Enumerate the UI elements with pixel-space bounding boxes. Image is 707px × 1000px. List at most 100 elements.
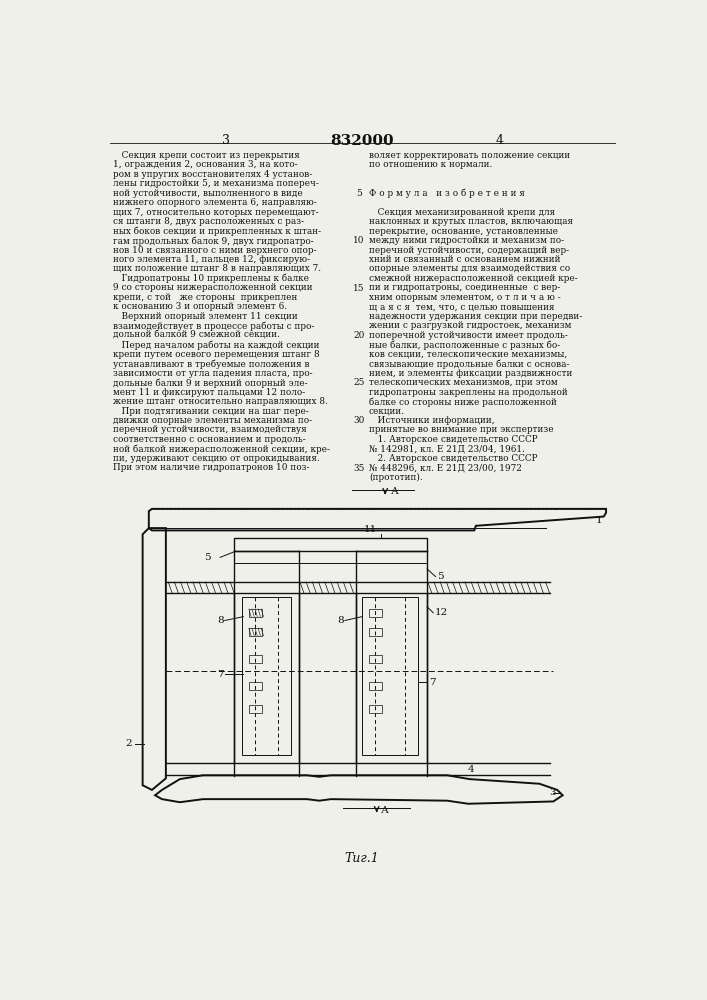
Text: 8: 8 (217, 616, 224, 625)
Text: лены гидростойки 5, и механизма попереч-: лены гидростойки 5, и механизма попереч- (113, 179, 319, 188)
Text: Ф о р м у л а   и з о б р е т е н и я: Ф о р м у л а и з о б р е т е н и я (369, 189, 525, 198)
Text: гидропатроны закреплены на продольной: гидропатроны закреплены на продольной (369, 388, 568, 397)
Text: 832000: 832000 (330, 134, 394, 148)
Text: 35: 35 (354, 464, 365, 473)
Text: 12: 12 (435, 608, 448, 617)
Text: к основанию 3 и опорный элемент 6.: к основанию 3 и опорный элемент 6. (113, 302, 287, 311)
Text: Гидропатроны 10 прикреплены к балке: Гидропатроны 10 прикреплены к балке (113, 274, 309, 283)
Bar (369, 655, 382, 663)
Text: пи, удерживают секцию от опрокидывания.: пи, удерживают секцию от опрокидывания. (113, 454, 320, 463)
Text: гам продольных балок 9, двух гидропатро-: гам продольных балок 9, двух гидропатро- (113, 236, 314, 246)
Text: телескопических механизмов, при этом: телескопических механизмов, при этом (369, 378, 558, 387)
Text: 1, ограждения 2, основания 3, на кото-: 1, ограждения 2, основания 3, на кото- (113, 160, 298, 169)
Text: перечной устойчивости, взаимодействуя: перечной устойчивости, взаимодействуя (113, 425, 307, 434)
Text: ной балкой нижерасположенной секции, кре-: ной балкой нижерасположенной секции, кре… (113, 444, 330, 454)
Text: 7: 7 (429, 678, 436, 687)
Bar (369, 705, 382, 713)
Text: ного элемента 11, пальцев 12, фиксирую-: ного элемента 11, пальцев 12, фиксирую- (113, 255, 310, 264)
Text: крепи, с той   же стороны  прикреплен: крепи, с той же стороны прикреплен (113, 293, 298, 302)
Text: 2: 2 (125, 739, 132, 748)
Text: надежности удержания секции при передви-: надежности удержания секции при передви- (369, 312, 582, 321)
Text: ков секции, телескопические механизмы,: ков секции, телескопические механизмы, (369, 350, 567, 359)
Text: дольные балки 9 и верхний опорный эле-: дольные балки 9 и верхний опорный эле- (113, 378, 308, 388)
Text: щих положение штанг 8 в направляющих 7.: щих положение штанг 8 в направляющих 7. (113, 264, 321, 273)
Text: мент 11 и фиксируют пальцами 12 поло-: мент 11 и фиксируют пальцами 12 поло- (113, 388, 305, 397)
Text: ром в упругих восстановителях 4 установ-: ром в упругих восстановителях 4 установ- (113, 170, 312, 179)
Text: нижнего опорного элемента 6, направляю-: нижнего опорного элемента 6, направляю- (113, 198, 317, 207)
Bar (369, 682, 382, 690)
Text: 8: 8 (337, 616, 344, 625)
Text: воляет корректировать положение секции: воляет корректировать положение секции (369, 151, 570, 160)
Bar (249, 682, 262, 690)
Text: ных боков секции и прикрепленных к штан-: ных боков секции и прикрепленных к штан- (113, 227, 321, 236)
Text: пи и гидропатроны, соединенные  с вер-: пи и гидропатроны, соединенные с вер- (369, 283, 560, 292)
Text: Верхний опорный элемент 11 секции: Верхний опорный элемент 11 секции (113, 312, 298, 321)
Text: перечной устойчивости, содержащий вер-: перечной устойчивости, содержащий вер- (369, 246, 569, 255)
Text: поперечной устойчивости имеет продоль-: поперечной устойчивости имеет продоль- (369, 331, 568, 340)
Text: устанавливают в требуемые положения в: устанавливают в требуемые положения в (113, 359, 310, 369)
Text: 20: 20 (354, 331, 365, 340)
Text: соответственно с основанием и продоль-: соответственно с основанием и продоль- (113, 435, 306, 444)
Text: секции.: секции. (369, 407, 405, 416)
Bar (234, 538, 427, 551)
Text: нием, и элементы фиксации раздвижности: нием, и элементы фиксации раздвижности (369, 369, 572, 378)
Text: № 142981, кл. Е 21Д 23/04, 1961.: № 142981, кл. Е 21Д 23/04, 1961. (369, 444, 525, 453)
Text: № 448296, кл. Е 21Д 23/00, 1972: № 448296, кл. Е 21Д 23/00, 1972 (369, 463, 522, 472)
Text: принятые во внимание при экспертизе: принятые во внимание при экспертизе (369, 425, 554, 434)
Text: ной устойчивости, выполненного в виде: ной устойчивости, выполненного в виде (113, 189, 303, 198)
Text: 5: 5 (437, 572, 444, 581)
Text: щ а я с я  тем, что, с целью повышения: щ а я с я тем, что, с целью повышения (369, 302, 554, 311)
Text: перекрытие, основание, установленные: перекрытие, основание, установленные (369, 227, 558, 236)
Text: 5: 5 (204, 553, 211, 562)
Text: 1: 1 (596, 516, 602, 525)
Text: Секция механизированной крепи для: Секция механизированной крепи для (369, 208, 555, 217)
Bar (369, 628, 382, 636)
Text: 3: 3 (549, 788, 556, 797)
Text: Перед началом работы на каждой секции: Перед началом работы на каждой секции (113, 340, 320, 350)
Text: 4: 4 (495, 134, 503, 147)
Text: Секция крепи состоит из перекрытия: Секция крепи состоит из перекрытия (113, 151, 300, 160)
Text: ные балки, расположенные с разных бо-: ные балки, расположенные с разных бо- (369, 340, 560, 350)
Bar (249, 705, 262, 713)
Text: движки опорные элементы механизма по-: движки опорные элементы механизма по- (113, 416, 312, 425)
Bar (249, 628, 262, 636)
Text: жении с разгрузкой гидростоек, механизм: жении с разгрузкой гидростоек, механизм (369, 321, 571, 330)
Text: ся штанги 8, двух расположенных с раз-: ся штанги 8, двух расположенных с раз- (113, 217, 304, 226)
Text: крепи путем осевого перемещения штанг 8: крепи путем осевого перемещения штанг 8 (113, 350, 320, 359)
Text: При подтягивании секции на шаг пере-: При подтягивании секции на шаг пере- (113, 407, 309, 416)
Text: опорные элементы для взаимодействия со: опорные элементы для взаимодействия со (369, 264, 570, 273)
Text: наклонных и крутых пластов, включающая: наклонных и крутых пластов, включающая (369, 217, 573, 226)
Text: 1. Авторское свидетельство СССР: 1. Авторское свидетельство СССР (369, 435, 537, 444)
Text: 25: 25 (354, 378, 365, 387)
Text: 3: 3 (221, 134, 230, 147)
Text: дольной балкой 9 смежной секции.: дольной балкой 9 смежной секции. (113, 331, 280, 340)
Bar (362, 597, 418, 755)
Text: жение штанг относительно направляющих 8.: жение штанг относительно направляющих 8. (113, 397, 328, 406)
Text: Τиг.1: Τиг.1 (344, 852, 380, 864)
Text: А: А (381, 806, 389, 815)
Bar (242, 597, 291, 755)
Text: смежной нижерасположенной секцией кре-: смежной нижерасположенной секцией кре- (369, 274, 578, 283)
Text: 2. Авторское свидетельство СССР: 2. Авторское свидетельство СССР (369, 454, 537, 463)
Text: нов 10 и связанного с ними верхнего опор-: нов 10 и связанного с ними верхнего опор… (113, 246, 317, 255)
Text: 9 со стороны нижерасположенной секции: 9 со стороны нижерасположенной секции (113, 283, 312, 292)
Text: 11: 11 (363, 525, 377, 534)
Text: 30: 30 (354, 416, 365, 425)
Text: 5: 5 (356, 189, 362, 198)
Text: балке со стороны ниже расположенной: балке со стороны ниже расположенной (369, 397, 557, 407)
Bar (369, 609, 382, 617)
Text: 10: 10 (353, 236, 365, 245)
Text: связывающие продольные балки с основа-: связывающие продольные балки с основа- (369, 359, 569, 369)
Text: взаимодействует в процессе работы с про-: взаимодействует в процессе работы с про- (113, 321, 315, 331)
Text: хний и связанный с основанием нижний: хний и связанный с основанием нижний (369, 255, 561, 264)
Bar (249, 609, 262, 617)
Text: 7: 7 (217, 670, 224, 679)
Text: между ними гидростойки и механизм по-: между ними гидростойки и механизм по- (369, 236, 564, 245)
Text: щих 7, относительно которых перемещают-: щих 7, относительно которых перемещают- (113, 208, 319, 217)
Bar (249, 655, 262, 663)
Text: (прототип).: (прототип). (369, 473, 423, 482)
Text: хним опорным элементом, о т л и ч а ю -: хним опорным элементом, о т л и ч а ю - (369, 293, 561, 302)
Text: Источники информации,: Источники информации, (369, 416, 495, 425)
Text: А: А (391, 487, 399, 496)
Text: 4: 4 (468, 765, 474, 774)
